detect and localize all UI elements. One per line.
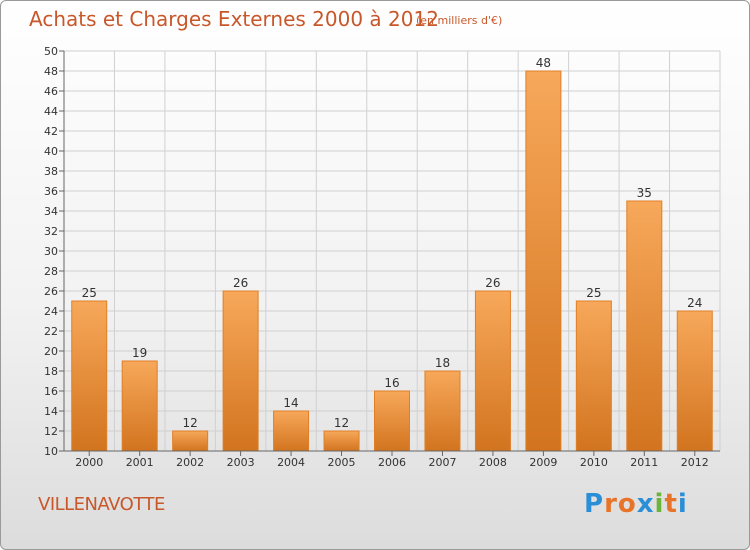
y-tick-label: 10 bbox=[44, 445, 58, 458]
x-tick-label-2005: 2005 bbox=[328, 456, 356, 469]
x-tick-label-2009: 2009 bbox=[529, 456, 557, 469]
bar-2003 bbox=[222, 290, 259, 452]
y-tick-label: 20 bbox=[44, 345, 58, 358]
data-label-2002: 12 bbox=[183, 416, 198, 430]
data-label-2012: 24 bbox=[687, 296, 702, 310]
bar-2010 bbox=[575, 300, 612, 452]
y-tick-label: 46 bbox=[44, 85, 58, 98]
y-tick-label: 26 bbox=[44, 285, 58, 298]
y-tick-label: 18 bbox=[44, 365, 58, 378]
logo-letter: i bbox=[654, 489, 665, 519]
x-tick-label-2008: 2008 bbox=[479, 456, 507, 469]
data-label-2005: 12 bbox=[334, 416, 349, 430]
x-tick-label-2003: 2003 bbox=[227, 456, 255, 469]
x-tick-label-2002: 2002 bbox=[176, 456, 204, 469]
bar-2008 bbox=[474, 290, 511, 452]
bar-2009 bbox=[525, 70, 562, 452]
y-tick-label: 36 bbox=[44, 185, 58, 198]
data-label-2009: 48 bbox=[536, 56, 551, 70]
chart-title: Achats et Charges Externes 2000 à 2012 bbox=[29, 7, 439, 31]
x-tick-label-2012: 2012 bbox=[681, 456, 709, 469]
data-label-2001: 19 bbox=[132, 346, 147, 360]
logo-letter: i bbox=[677, 489, 688, 519]
logo-letter: t bbox=[664, 489, 678, 519]
y-tick-label: 38 bbox=[44, 165, 58, 178]
y-tick-label: 30 bbox=[44, 245, 58, 258]
logo-letter: x bbox=[636, 489, 655, 519]
bar-2001 bbox=[121, 360, 158, 452]
chart-subtitle: (en milliers d'€) bbox=[416, 14, 503, 27]
y-tick-label: 16 bbox=[44, 385, 58, 398]
data-label-2011: 35 bbox=[637, 186, 652, 200]
x-tick-label-2011: 2011 bbox=[630, 456, 658, 469]
x-tick-label-2007: 2007 bbox=[428, 456, 456, 469]
y-tick-label: 34 bbox=[44, 205, 58, 218]
commune-name: VILLENAVOTTE bbox=[38, 494, 165, 515]
y-tick-label: 40 bbox=[44, 145, 58, 158]
data-label-2008: 26 bbox=[485, 276, 500, 290]
x-tick-label-2006: 2006 bbox=[378, 456, 406, 469]
logo-letter: P bbox=[584, 489, 605, 519]
logo-letter: o bbox=[617, 489, 637, 519]
y-tick-label: 42 bbox=[44, 125, 58, 138]
y-tick-label: 28 bbox=[44, 265, 58, 278]
bar-2007 bbox=[424, 370, 461, 452]
y-tick-label: 22 bbox=[44, 325, 58, 338]
bar-2005 bbox=[323, 430, 360, 452]
y-tick-label: 50 bbox=[44, 45, 58, 58]
bar-2011 bbox=[626, 200, 663, 452]
y-tick-label: 14 bbox=[44, 405, 58, 418]
data-label-2010: 25 bbox=[586, 286, 601, 300]
bar-2000 bbox=[71, 300, 108, 452]
data-label-2004: 14 bbox=[283, 396, 298, 410]
bar-2006 bbox=[374, 390, 410, 452]
logo-letter: r bbox=[604, 489, 618, 519]
data-label-2007: 18 bbox=[435, 356, 450, 370]
axes: 10 12 14 16 18 20 22 24 26 28 30 32 34 36 38 40 42 44 46 48… bbox=[44, 45, 720, 469]
x-tick-label-2004: 2004 bbox=[277, 456, 305, 469]
y-tick-label: 12 bbox=[44, 425, 58, 438]
bar-2004 bbox=[273, 410, 310, 452]
y-tick-label: 44 bbox=[44, 105, 58, 118]
x-tick-label-2010: 2010 bbox=[580, 456, 608, 469]
data-label-2003: 26 bbox=[233, 276, 248, 290]
y-tick-label: 24 bbox=[44, 305, 58, 318]
data-label-2000: 25 bbox=[82, 286, 97, 300]
y-tick-label: 32 bbox=[44, 225, 58, 238]
x-tick-label-2001: 2001 bbox=[126, 456, 154, 469]
data-label-2006: 16 bbox=[384, 376, 399, 390]
bars bbox=[71, 70, 713, 452]
y-tick-label: 48 bbox=[44, 65, 58, 78]
data-labels: 25 19 12 26 14 12 16 18 26 48 25 35 24 bbox=[82, 56, 703, 430]
proxiti-logo[interactable]: Proxiti bbox=[584, 489, 688, 519]
x-tick-label-2000: 2000 bbox=[75, 456, 103, 469]
bar-2002 bbox=[172, 430, 209, 452]
bar-2012 bbox=[676, 310, 713, 452]
